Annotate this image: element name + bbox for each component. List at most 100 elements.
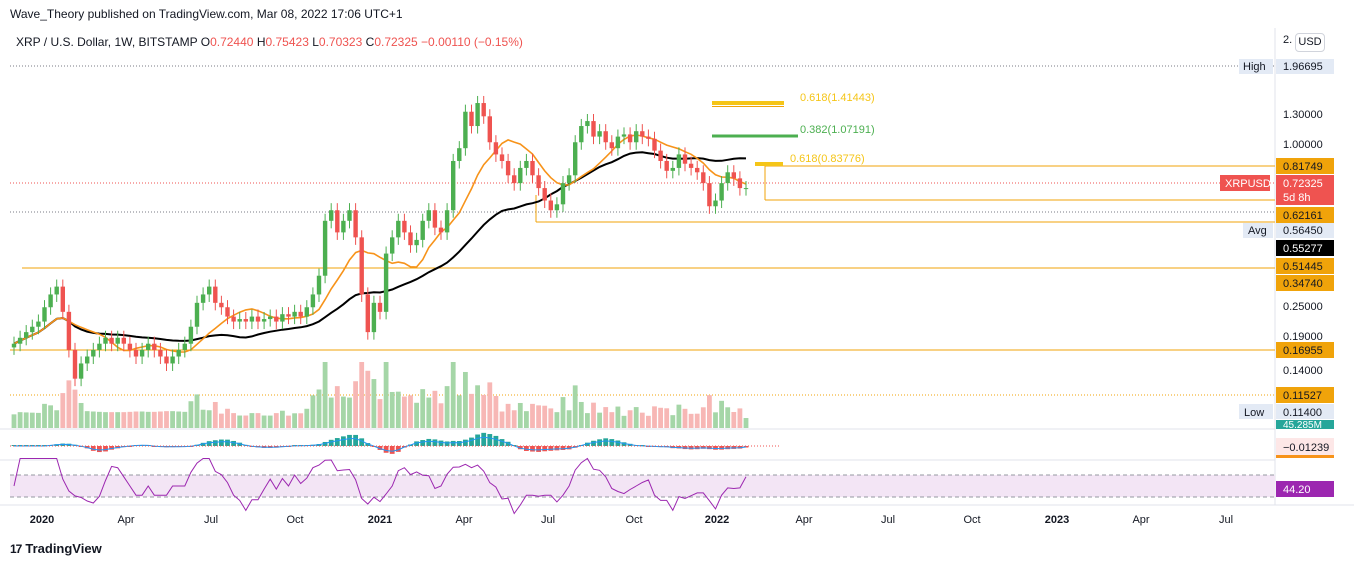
candle-body bbox=[560, 183, 566, 205]
tradingview-logo[interactable]: 17 TradingView bbox=[10, 541, 102, 556]
candle-body bbox=[48, 294, 53, 308]
volume-bar bbox=[475, 385, 480, 428]
level-tag-bg bbox=[1276, 207, 1334, 223]
candle-body bbox=[200, 294, 206, 303]
volume-bar bbox=[334, 386, 340, 428]
candle-body bbox=[597, 131, 602, 137]
volume-bar bbox=[554, 412, 560, 428]
volume-bar bbox=[280, 410, 285, 428]
candle-body bbox=[11, 343, 17, 348]
candle-body bbox=[725, 172, 730, 184]
volume-bar bbox=[505, 403, 511, 428]
time-axis-label: Jul bbox=[1219, 514, 1233, 526]
macd-histogram-bar bbox=[469, 437, 474, 446]
candle-body bbox=[274, 316, 279, 322]
macd-histogram-bar bbox=[420, 440, 426, 446]
candle-body bbox=[408, 232, 413, 246]
low-value: 0.70323 bbox=[318, 35, 363, 49]
macd-histogram-bar bbox=[334, 438, 340, 446]
volume-bar bbox=[731, 411, 737, 428]
candle-body bbox=[609, 142, 614, 149]
macd-signal-tag bbox=[1276, 455, 1334, 458]
volume-bar bbox=[298, 413, 304, 428]
fib-label-low: 0.618(0.83776) bbox=[790, 153, 865, 165]
volume-bar bbox=[493, 395, 499, 428]
macd-pane bbox=[11, 432, 749, 454]
volume-bar bbox=[23, 412, 29, 428]
volume-bar bbox=[646, 415, 651, 428]
brand-name: TradingView bbox=[25, 541, 102, 556]
price-tick: 0.19000 bbox=[1283, 331, 1323, 343]
volume-bar bbox=[444, 386, 450, 428]
macd-histogram-bar bbox=[713, 446, 718, 450]
candle-body bbox=[481, 103, 486, 117]
high-label: H bbox=[256, 35, 266, 49]
candle-body bbox=[243, 319, 248, 322]
candle-body bbox=[457, 148, 462, 161]
volume-bar bbox=[536, 405, 541, 428]
macd-histogram-bar bbox=[389, 446, 395, 454]
macd-histogram-bar bbox=[359, 438, 365, 446]
fib-line-top bbox=[712, 101, 784, 105]
candle-body bbox=[322, 220, 328, 276]
volume-bar bbox=[90, 411, 96, 428]
candle-body bbox=[701, 172, 706, 184]
volume-bar bbox=[511, 410, 517, 428]
volume-bar bbox=[517, 402, 523, 428]
low-tag: Low bbox=[1244, 407, 1264, 419]
candle-body bbox=[591, 121, 596, 137]
open-value: 0.72440 bbox=[210, 35, 254, 49]
volume-bar bbox=[597, 412, 602, 428]
macd-histogram-bar bbox=[560, 446, 566, 450]
volume-bar bbox=[700, 407, 706, 428]
time-axis[interactable]: 2020 Apr Jul Oct 2021 Apr Jul Oct 2022 Apr Jul Oct 2… bbox=[30, 514, 1233, 526]
ma-value: 0.55277 bbox=[1283, 243, 1323, 255]
candle-body bbox=[249, 316, 255, 322]
currency-button[interactable]: USD bbox=[1295, 33, 1325, 52]
volume-bar bbox=[652, 406, 657, 428]
candle-body bbox=[304, 307, 309, 317]
macd-histogram-bar bbox=[585, 442, 590, 446]
macd-histogram-bar bbox=[103, 446, 108, 452]
symbol-legend: XRP / U.S. Dollar, 1W, BITSTAMP O0.72440… bbox=[16, 35, 523, 49]
level-tag-bg bbox=[1276, 258, 1334, 274]
candle-body bbox=[390, 237, 395, 254]
volume-bar bbox=[17, 412, 23, 428]
open-label: O bbox=[200, 35, 211, 49]
volume-bar bbox=[420, 389, 426, 428]
volume-bar bbox=[670, 415, 676, 428]
time-axis-label: 2023 bbox=[1045, 514, 1069, 526]
volume-bar bbox=[707, 395, 712, 428]
level-value-3: 0.51445 bbox=[1283, 261, 1323, 273]
candle-body bbox=[286, 314, 291, 317]
macd-histogram-bar bbox=[322, 441, 328, 446]
level-value-6: 0.11527 bbox=[1283, 390, 1322, 402]
volume-bar bbox=[188, 401, 194, 428]
candle-body bbox=[329, 210, 334, 221]
macd-histogram-bar bbox=[609, 439, 615, 446]
candle-body bbox=[377, 302, 383, 312]
volume-bar bbox=[97, 411, 102, 428]
volume-bar bbox=[194, 394, 200, 428]
macd-histogram-bar bbox=[487, 434, 493, 446]
volume-bar bbox=[560, 397, 566, 428]
macd-histogram-bar bbox=[707, 446, 712, 450]
volume-bar bbox=[11, 414, 17, 428]
volume-bar bbox=[115, 412, 121, 428]
macd-histogram-bar bbox=[219, 439, 224, 446]
avg-tag-bg bbox=[1243, 223, 1273, 238]
macd-histogram-bar bbox=[597, 439, 602, 446]
volume-bar bbox=[633, 407, 639, 428]
price-axis[interactable]: 2. 1.30000 1.00000 0.25000 0.19000 0.140… bbox=[1220, 34, 1334, 497]
candle-body bbox=[280, 314, 285, 322]
low-tag-bg bbox=[1239, 404, 1273, 419]
candle-body bbox=[396, 220, 401, 238]
candle-body bbox=[109, 337, 114, 344]
volume-bar bbox=[237, 415, 243, 428]
candle-body bbox=[420, 220, 425, 240]
candle-body bbox=[365, 294, 370, 333]
high-value: 1.96695 bbox=[1283, 61, 1323, 73]
volume-bar bbox=[127, 411, 133, 428]
candle-body bbox=[512, 175, 517, 184]
